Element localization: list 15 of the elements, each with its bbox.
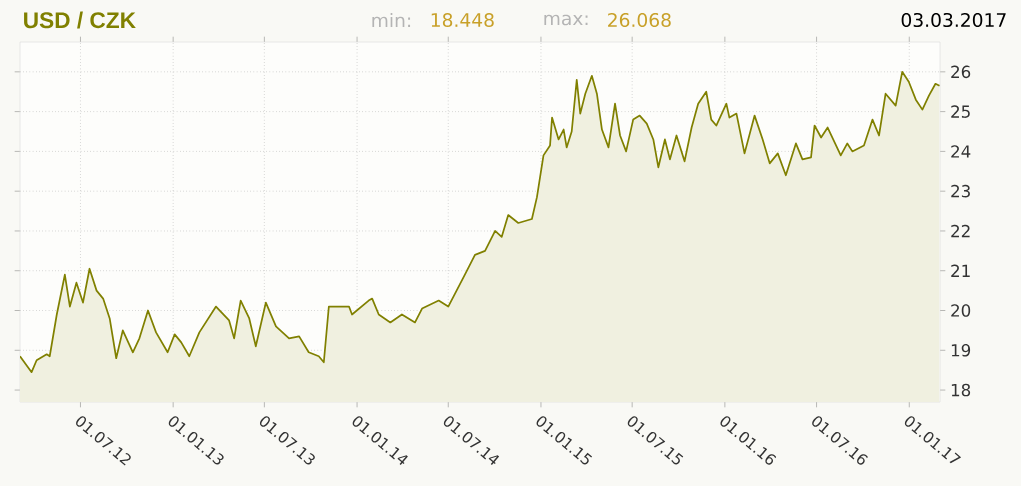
text: 03.03.2017 [901, 12, 1006, 28]
y-tick-label: 24 [951, 145, 971, 158]
y-tick-label: 22 [951, 224, 970, 238]
text: 26.068 [608, 12, 671, 28]
y-tick-label: 25 [951, 105, 970, 118]
text: max: [544, 14, 588, 26]
y-tick-label: 20 [951, 304, 971, 317]
chart-title: USD / CZK [24, 11, 136, 29]
text: min: [372, 12, 411, 28]
y-tick-label: 26 [951, 65, 971, 79]
text: 18.448 [431, 12, 494, 28]
y-tick-label: 21 [951, 264, 970, 277]
y-tick-label: 23 [951, 184, 970, 198]
y-tick-label: 18 [951, 383, 971, 397]
y-tick-label: 19 [951, 343, 971, 357]
